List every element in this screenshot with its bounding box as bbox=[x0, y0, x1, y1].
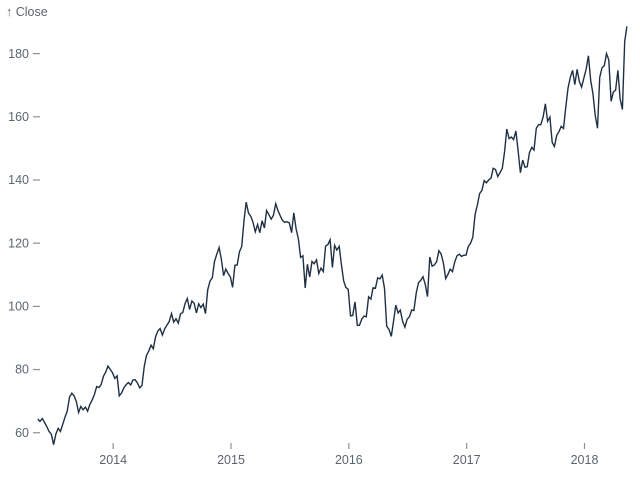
x-tick-label: 2018 bbox=[571, 453, 599, 467]
y-tick-label: 140 bbox=[8, 173, 29, 187]
y-tick-label: 80 bbox=[15, 363, 29, 377]
y-tick-label: 180 bbox=[8, 47, 29, 61]
x-tick-label: 2014 bbox=[99, 453, 127, 467]
y-tick-label: 120 bbox=[8, 236, 29, 250]
y-axis: 60 80 100 120 140 160 180 bbox=[8, 47, 40, 440]
y-axis-title: ↑ Close bbox=[6, 5, 48, 19]
y-tick-label: 60 bbox=[15, 426, 29, 440]
close-price-line bbox=[37, 26, 628, 445]
x-tick-label: 2017 bbox=[453, 453, 481, 467]
y-tick-label: 100 bbox=[8, 300, 29, 314]
x-tick-label: 2015 bbox=[217, 453, 245, 467]
y-tick-label: 160 bbox=[8, 110, 29, 124]
x-tick-label: 2016 bbox=[335, 453, 363, 467]
x-axis: 2014 2015 2016 2017 2018 bbox=[99, 443, 598, 467]
